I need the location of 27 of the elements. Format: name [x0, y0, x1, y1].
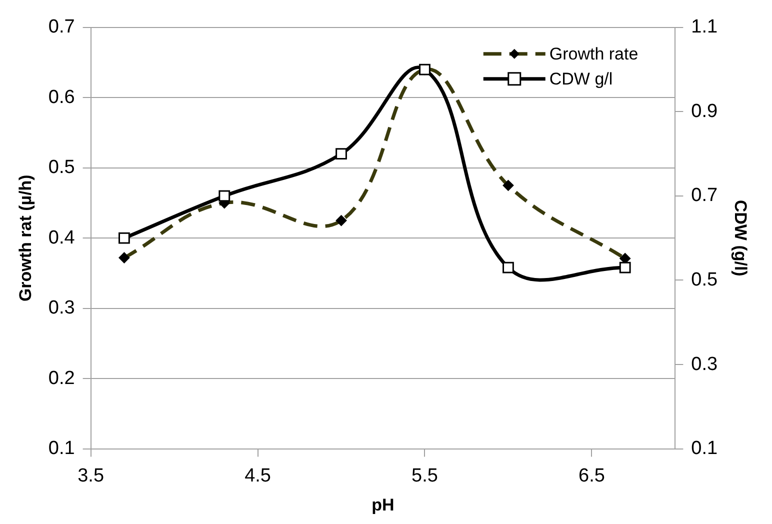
y-tick-label: 0.7 [48, 16, 75, 38]
x-tick-label: 5.5 [412, 465, 438, 486]
x-tick-label: 3.5 [78, 465, 104, 486]
legend-label: Growth rate [549, 44, 638, 64]
y2-tick-label: 0.7 [691, 185, 718, 206]
point [336, 148, 347, 160]
y-tick-label: 0.6 [48, 86, 75, 108]
x-tick-label: 4.5 [244, 465, 271, 486]
y-tick-label: 0.1 [48, 438, 75, 460]
y2-tick-label: 0.9 [691, 100, 718, 122]
y-tick-label: 0.2 [48, 368, 75, 389]
y-axis-title: Growth rat (µ/h) [16, 174, 35, 302]
y2-tick-label: 0.1 [691, 438, 718, 460]
legend-label: CDW g/l [549, 70, 613, 89]
point [619, 262, 631, 274]
y-tick-label: 0.5 [48, 157, 75, 178]
y-tick-label: 0.4 [48, 227, 76, 248]
x-axis-title: pH [372, 495, 394, 514]
point [218, 190, 230, 202]
y2-axis-title: CDW (g/l) [731, 200, 750, 276]
y2-tick-label: 1.1 [691, 16, 718, 38]
x-tick-label: 6.5 [578, 465, 605, 486]
point [118, 232, 130, 244]
y2-tick-label: 0.5 [691, 269, 718, 290]
y-tick-label: 0.3 [48, 298, 75, 319]
y2-tick-label: 0.3 [691, 354, 718, 375]
point [502, 262, 514, 274]
